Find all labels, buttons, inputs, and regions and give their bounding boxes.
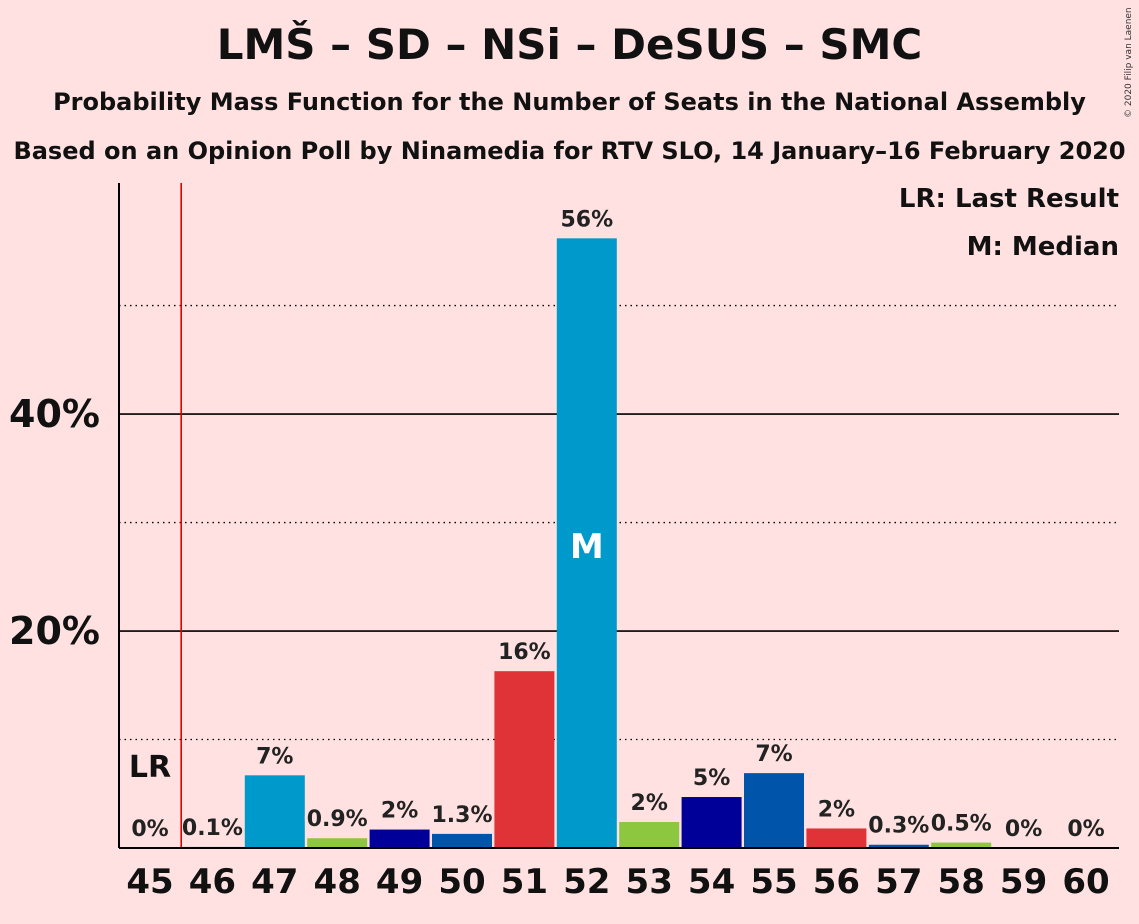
x-tick-label: 46	[189, 862, 236, 902]
data-label: 7%	[256, 744, 293, 769]
x-tick-label: 57	[875, 862, 922, 902]
y-tick-label: 20%	[9, 609, 100, 653]
x-tick-label: 49	[376, 862, 423, 902]
legend-median: M: Median	[966, 232, 1119, 262]
bar-47	[244, 775, 305, 848]
chart-source: Based on an Opinion Poll by Ninamedia fo…	[13, 137, 1126, 165]
data-label: 0.9%	[307, 807, 368, 832]
x-tick-label: 58	[938, 862, 985, 902]
bar-54	[681, 797, 742, 848]
x-tick-label: 53	[626, 862, 673, 902]
data-label: 0.3%	[868, 814, 929, 839]
data-label: 2%	[818, 797, 855, 822]
data-label: 0%	[1005, 817, 1042, 842]
data-label: 2%	[381, 799, 418, 824]
x-tick-label: 51	[501, 862, 548, 902]
data-label: 1.3%	[431, 803, 492, 828]
data-label: 0%	[1067, 817, 1104, 842]
x-tick-label: 60	[1062, 862, 1109, 902]
data-label: 5%	[693, 766, 730, 791]
x-tick-label: 54	[688, 862, 735, 902]
bar-52	[556, 238, 617, 848]
bar-48	[307, 838, 368, 848]
data-label: 2%	[631, 791, 668, 816]
x-tick-label: 47	[251, 862, 298, 902]
chart-title: LMŠ – SD – NSi – DeSUS – SMC	[216, 20, 923, 69]
bar-56	[806, 828, 867, 848]
legend-last-result: LR: Last Result	[898, 184, 1119, 214]
data-label: 16%	[498, 640, 551, 665]
median-marker: M	[570, 527, 604, 567]
x-tick-label: 55	[750, 862, 797, 902]
data-label: 0%	[131, 817, 168, 842]
bar-55	[744, 773, 804, 848]
bar-49	[369, 829, 430, 848]
data-label: 56%	[560, 207, 613, 232]
data-label: 0.5%	[931, 812, 992, 837]
bar-51	[494, 671, 555, 848]
y-tick-label: 40%	[9, 392, 100, 436]
data-label: 0.1%	[182, 816, 243, 841]
chart-subtitle: Probability Mass Function for the Number…	[53, 88, 1086, 116]
x-tick-label: 52	[563, 862, 610, 902]
x-tick-label: 48	[314, 862, 361, 902]
x-tick-label: 50	[438, 862, 485, 902]
bar-50	[432, 833, 492, 848]
x-tick-label: 56	[813, 862, 860, 902]
x-tick-label: 45	[126, 862, 173, 902]
bar-58	[931, 842, 992, 848]
x-tick-label: 59	[1000, 862, 1047, 902]
data-label: 7%	[755, 742, 792, 767]
bar-57	[868, 844, 929, 848]
bar-53	[619, 821, 680, 848]
last-result-marker: LR	[129, 750, 171, 785]
